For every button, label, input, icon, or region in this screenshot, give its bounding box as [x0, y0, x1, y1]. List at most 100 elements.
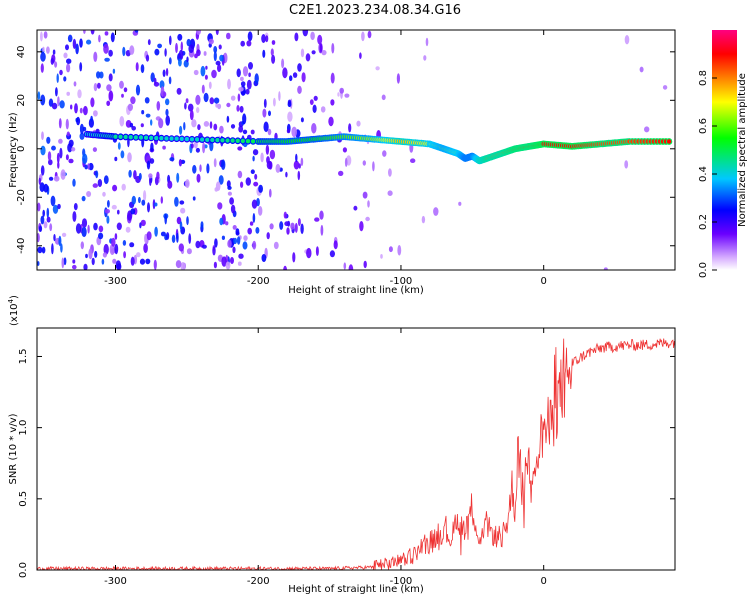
heatmap-cell: [381, 94, 386, 101]
heatmap-cell: [230, 124, 236, 129]
heatmap-cell: [84, 164, 88, 170]
snr-x-label: Height of straight line (km): [288, 584, 424, 595]
heatmap-cell: [147, 202, 150, 213]
heatmap-cell: [362, 191, 368, 199]
heatmap-cell: [253, 181, 259, 187]
heatmap-cell: [123, 251, 126, 259]
heatmap-cell: [178, 58, 182, 67]
heatmap-cell: [60, 169, 66, 180]
heatmap-cell: [37, 246, 43, 254]
x-tick-label: 0: [541, 576, 547, 587]
heatmap-cell: [58, 138, 63, 144]
heatmap-cell: [92, 183, 99, 188]
heatmap-ridge-cell: [184, 136, 190, 142]
heatmap-cell: [169, 35, 172, 46]
heatmap-cell: [150, 142, 154, 152]
heatmap-cell: [180, 262, 186, 270]
heatmap-cell: [238, 253, 244, 259]
x-tick-label: -200: [247, 276, 270, 287]
colorbar-label: Normalized spectral amplitude: [737, 73, 748, 227]
heatmap-cell: [153, 81, 160, 87]
heatmap-cell: [283, 211, 287, 219]
heatmap-cell: [319, 43, 323, 53]
heatmap-cell: [359, 221, 364, 232]
colorbar-tick-label: 0.8: [698, 70, 709, 86]
heatmap-cell: [94, 250, 98, 258]
heatmap-cell: [40, 165, 45, 176]
heatmap-cell: [193, 141, 198, 149]
heatmap-cell: [40, 215, 45, 225]
heatmap-cell: [67, 143, 73, 153]
heatmap-cell: [63, 52, 68, 59]
heatmap-cell: [61, 257, 65, 269]
heatmap-cell: [114, 156, 118, 162]
heatmap-cell: [101, 258, 105, 265]
heatmap-cell: [66, 131, 70, 137]
heatmap-cell: [214, 187, 219, 192]
heatmap-ridge-cell: [133, 135, 139, 140]
heatmap-cell: [251, 199, 258, 209]
heatmap-cell: [218, 175, 224, 185]
heatmap-cell: [236, 105, 240, 112]
heatmap-cell: [269, 188, 272, 198]
heatmap-cell: [344, 93, 350, 98]
heatmap-cell: [211, 69, 217, 79]
heatmap-cell: [42, 209, 45, 217]
heatmap-cell: [164, 213, 167, 225]
heatmap-cell: [93, 51, 98, 62]
heatmap-cell: [187, 103, 194, 112]
heatmap-cell: [227, 185, 232, 190]
heatmap-cell: [79, 38, 83, 48]
heatmap-cell: [180, 41, 183, 52]
heatmap-ridge-cell: [230, 138, 235, 143]
heatmap-cell: [317, 34, 323, 45]
heatmap-cell: [204, 74, 208, 80]
heatmap-cell: [203, 51, 207, 56]
heatmap-cell: [53, 234, 56, 242]
heatmap-cell: [46, 207, 50, 218]
figure-title: C2E1.2023.234.08.34.G16: [289, 3, 461, 18]
heatmap-cell: [348, 264, 354, 270]
heatmap-cell: [141, 199, 146, 206]
heatmap-cell: [63, 257, 67, 266]
heatmap-cell: [356, 120, 361, 127]
heatmap-cell: [338, 170, 344, 176]
heatmap-cell: [254, 173, 258, 180]
heatmap-cell: [266, 232, 270, 240]
heatmap-cell: [144, 233, 148, 244]
heatmap-cell: [92, 147, 97, 153]
spectrogram-x-label: Height of straight line (km): [288, 285, 424, 296]
heatmap-cell: [127, 103, 133, 112]
heatmap-cell: [79, 132, 85, 140]
heatmap-cell: [66, 91, 70, 96]
heatmap-cell: [185, 179, 190, 189]
heatmap-cell: [114, 233, 118, 240]
heatmap-cell: [242, 129, 248, 135]
heatmap-cell: [81, 195, 86, 202]
heatmap-cell: [320, 224, 324, 236]
heatmap-cell: [58, 235, 62, 247]
heatmap-cell: [180, 207, 186, 214]
heatmap-cell: [176, 87, 182, 95]
heatmap-cell: [240, 81, 246, 87]
colorbar-gradient: [712, 30, 737, 270]
heatmap-cell: [267, 128, 272, 136]
heatmap-cell: [48, 176, 54, 181]
colorbar-ticks: 0.0 0.2 0.4 0.6 0.8: [698, 70, 717, 278]
heatmap-cell: [227, 78, 231, 90]
heatmap-cell: [74, 103, 78, 114]
heatmap-cell: [75, 223, 82, 234]
heatmap-cell: [240, 76, 244, 82]
heatmap-cell: [171, 234, 176, 243]
heatmap-cell: [107, 200, 110, 208]
heatmap-cell: [160, 196, 163, 204]
heatmap-cell: [328, 116, 334, 127]
heatmap-cell: [186, 56, 189, 63]
heatmap-cell: [168, 57, 172, 65]
heatmap-cell: [53, 175, 60, 182]
heatmap-cell: [87, 224, 90, 234]
heatmap-cell: [99, 71, 104, 79]
heatmap-cell: [252, 240, 257, 250]
heatmap-cell: [82, 153, 88, 165]
heatmap-cell: [144, 97, 150, 104]
